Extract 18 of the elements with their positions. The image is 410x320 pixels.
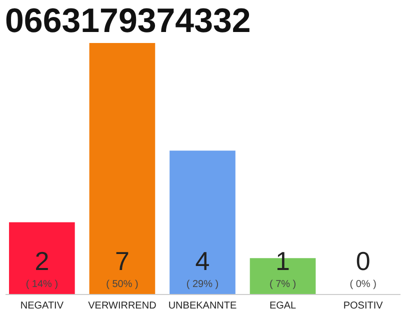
data-label: 4 xyxy=(195,246,210,276)
chart-title: 0663179374332 xyxy=(5,2,251,40)
x-tick-label: NEGATIV xyxy=(20,300,64,312)
annotation: ( 0% ) xyxy=(350,279,376,290)
annotation: ( 7% ) xyxy=(269,279,296,290)
x-tick-label: VERWIRREND xyxy=(88,300,156,312)
x-tick-label: POSITIV xyxy=(343,300,384,312)
annotation: ( 29% ) xyxy=(186,279,219,290)
bar xyxy=(89,43,156,294)
bar xyxy=(9,222,75,294)
x-tick-label: UNBEKANNTE xyxy=(168,300,237,312)
data-label: 2 xyxy=(34,246,50,276)
data-label: 7 xyxy=(114,246,130,276)
annotation: ( 14% ) xyxy=(26,279,58,290)
annotation: ( 50% ) xyxy=(106,279,138,290)
bar xyxy=(170,150,236,294)
data-label: 0 xyxy=(356,246,370,276)
x-tick-label: EGAL xyxy=(269,300,297,312)
